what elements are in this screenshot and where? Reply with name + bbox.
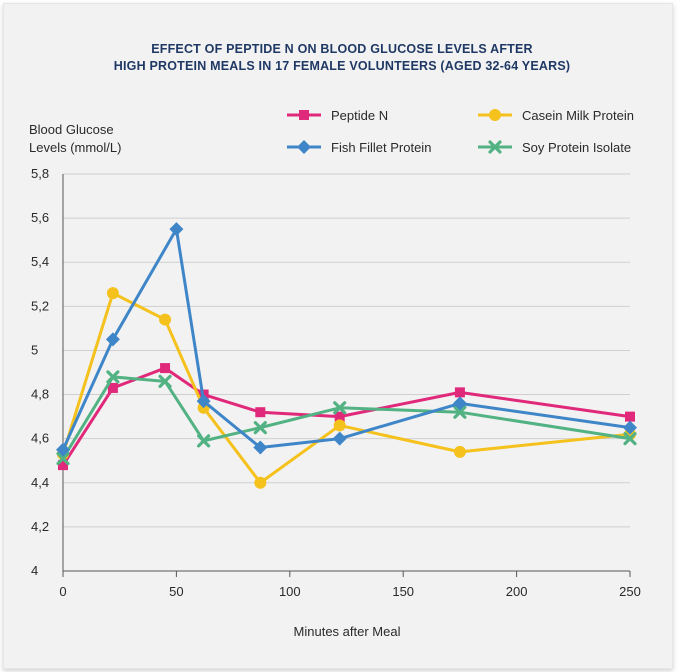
y-tick-label: 5,2 (31, 298, 49, 313)
legend-entry-2: Fish Fillet Protein (287, 140, 431, 155)
data-point (107, 382, 118, 393)
y-tick-label: 4 (31, 563, 38, 578)
series-line (61, 291, 632, 485)
data-point (255, 407, 266, 418)
chart-title-line-2: HIGH PROTEIN MEALS IN 17 FEMALE VOLUNTEE… (114, 59, 570, 73)
data-point (453, 445, 466, 458)
chart-card: EFFECT OF PEPTIDE N ON BLOOD GLUCOSE LEV… (3, 3, 673, 669)
x-tick-label: 0 (59, 584, 66, 599)
data-point (334, 411, 345, 422)
data-point (332, 431, 347, 446)
x-tick-label: 100 (279, 584, 301, 599)
x-axis-label: Minutes after Meal (294, 624, 401, 639)
y-tick-label: 4,6 (31, 431, 49, 446)
data-point (159, 313, 172, 326)
series-3 (56, 370, 637, 466)
series-group (56, 222, 637, 489)
data-point (254, 476, 267, 489)
chart-title: EFFECT OF PEPTIDE N ON BLOOD GLUCOSE LEV… (114, 42, 570, 73)
legend-marker (297, 140, 311, 154)
data-point (253, 440, 268, 455)
y-tick-labels: 4 4,2 4,4 4,6 4,8 5 5,2 5,4 5,6 5,8 (31, 166, 49, 578)
legend-entry-3: Soy Protein Isolate (478, 140, 631, 155)
y-tick-label: 5,4 (31, 254, 49, 269)
x-tick-label: 200 (506, 584, 528, 599)
legend-label: Fish Fillet Protein (331, 140, 431, 155)
data-point (106, 370, 120, 384)
legend-marker (299, 110, 309, 120)
y-tick-label: 4,2 (31, 519, 49, 534)
data-point (197, 434, 211, 448)
legend-entry-1: Casein Milk Protein (478, 108, 634, 123)
y-axis-label: Blood Glucose Levels (mmol/L) (29, 122, 121, 155)
data-point (106, 287, 119, 300)
data-point (56, 442, 70, 457)
data-point (169, 222, 184, 237)
gridlines (63, 173, 630, 528)
series-0 (58, 363, 635, 471)
data-point (158, 374, 172, 388)
legend-label: Soy Protein Isolate (522, 140, 631, 155)
x-tick-label: 150 (392, 584, 414, 599)
series-line (61, 366, 632, 467)
legend-label: Casein Milk Protein (522, 108, 634, 123)
data-point (625, 411, 635, 422)
y-tick-label: 4,8 (31, 387, 49, 402)
chart-title-line-1: EFFECT OF PEPTIDE N ON BLOOD GLUCOSE LEV… (151, 42, 533, 56)
x-tick-label: 50 (169, 584, 183, 599)
y-tick-label: 4,4 (31, 475, 49, 490)
x-tick-labels: 0 50 100 150 200 250 (59, 584, 640, 599)
series-line (61, 227, 632, 452)
legend-label: Peptide N (331, 108, 388, 123)
legend: Peptide N Casein Milk Protein Fish Fillet … (287, 108, 634, 155)
data-point (196, 394, 211, 409)
data-point (160, 363, 171, 374)
data-point (453, 405, 467, 419)
data-point (623, 420, 637, 435)
y-tick-label: 5 (31, 342, 38, 357)
y-tick-label: 5,8 (31, 166, 49, 181)
series-2 (56, 222, 637, 457)
legend-marker (489, 109, 501, 121)
data-point (454, 387, 465, 398)
y-axis-label-line-1: Blood Glucose (29, 122, 114, 137)
series-line (61, 375, 632, 461)
data-point (253, 421, 267, 435)
legend-marker (488, 140, 502, 154)
x-tick-label: 250 (619, 584, 641, 599)
data-point (105, 332, 120, 347)
data-point (56, 451, 70, 466)
data-point (58, 460, 68, 471)
data-point (452, 396, 467, 411)
data-point (333, 419, 346, 432)
legend-entry-0: Peptide N (287, 108, 388, 123)
series-1 (57, 287, 636, 489)
y-axis-label-line-2: Levels (mmol/L) (29, 140, 121, 155)
y-tick-label: 5,6 (31, 210, 49, 225)
data-point (623, 432, 637, 446)
line-chart: EFFECT OF PEPTIDE N ON BLOOD GLUCOSE LEV… (29, 42, 641, 639)
axes (62, 174, 631, 577)
data-point (333, 401, 347, 415)
